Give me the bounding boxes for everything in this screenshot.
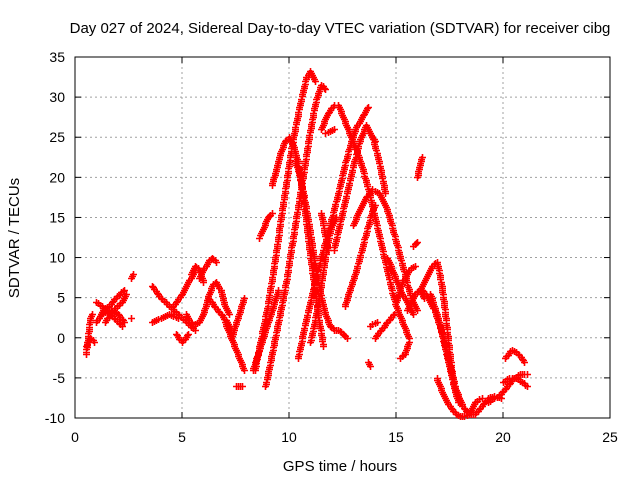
- data-segment: [128, 315, 135, 322]
- data-segment: [173, 331, 192, 346]
- data-segment: [200, 279, 233, 318]
- data-marks: [318, 210, 332, 254]
- data-marks: [369, 134, 379, 145]
- plot-frame: [74, 56, 611, 419]
- data-segment: [256, 210, 276, 242]
- axis-ticks: 0 5 10 15 20 25 -10 -5 0 5 10 15 20 25 30 35: [45, 49, 618, 445]
- y-axis-label: SDTVAR / TECUs: [6, 178, 23, 298]
- data-marks: [128, 271, 137, 282]
- x-tick-label: 10: [281, 429, 297, 445]
- y-tick-label: 15: [49, 209, 65, 225]
- data-segment: [322, 126, 338, 137]
- data-marks: [365, 359, 374, 370]
- data-segment: [404, 287, 428, 314]
- x-tick-label: 5: [178, 429, 186, 445]
- data-marks: [170, 267, 199, 310]
- data-marks: [83, 335, 98, 350]
- data-segment: [331, 122, 389, 254]
- data-marks: [183, 311, 207, 330]
- data-segment: [318, 210, 332, 254]
- data-marks: [252, 68, 319, 374]
- data-marks: [196, 255, 220, 282]
- data-marks: [393, 263, 419, 306]
- data-segment: [98, 307, 128, 326]
- x-tick-label: 20: [495, 429, 511, 445]
- chart-title: Day 027 of 2024, Sidereal Day-to-day VTE…: [70, 20, 611, 37]
- data-marks: [228, 295, 248, 342]
- data-segment: [318, 102, 338, 133]
- data-segment: [372, 311, 398, 342]
- data-marks: [367, 319, 381, 330]
- data-segment: [414, 154, 426, 181]
- y-tick-label: 25: [49, 129, 65, 145]
- data-segment: [170, 267, 199, 310]
- data-marks: [322, 126, 338, 137]
- data-marks: [427, 291, 505, 418]
- data-segment: [500, 375, 531, 390]
- data-marks: [173, 331, 192, 346]
- data-segment: [502, 347, 528, 366]
- data-marks: [331, 122, 389, 254]
- y-tick-label: 30: [49, 89, 65, 105]
- data-segment: [128, 271, 137, 282]
- y-tick-label: 20: [49, 169, 65, 185]
- y-tick-label: 0: [57, 330, 65, 346]
- data-marks: [404, 287, 428, 314]
- data-marks: [83, 311, 96, 358]
- data-marks: [397, 339, 413, 362]
- x-axis-label: GPS time / hours: [283, 458, 397, 475]
- data-segment: [434, 375, 486, 420]
- data-marks: [200, 279, 233, 318]
- y-tick-label: 10: [49, 250, 65, 266]
- data-marks: [502, 347, 528, 366]
- data-segment: [183, 311, 207, 330]
- x-tick-label: 25: [602, 429, 618, 445]
- data-segment: [393, 263, 419, 306]
- data-segment: [410, 239, 421, 250]
- data-marks: [410, 239, 421, 250]
- data-segment: [83, 335, 98, 350]
- y-tick-label: 35: [49, 49, 65, 65]
- data-marks: [149, 283, 199, 334]
- data-segment: [427, 291, 505, 418]
- data-segment: [196, 255, 220, 282]
- data-marks: [233, 383, 246, 390]
- data-marks: [500, 375, 531, 390]
- y-tick-label: -10: [45, 410, 65, 426]
- data-segment: [83, 311, 96, 358]
- y-tick-label: -5: [53, 370, 66, 386]
- data-segment: [342, 202, 379, 310]
- data-segment: [397, 339, 413, 362]
- data-points: [83, 68, 531, 420]
- data-segment: [252, 68, 319, 374]
- data-segment: [228, 295, 248, 342]
- data-marks: [98, 307, 128, 326]
- data-marks: [128, 315, 135, 322]
- data-marks: [342, 202, 379, 310]
- data-segment: [367, 319, 381, 330]
- data-marks: [256, 210, 276, 242]
- data-marks: [318, 102, 338, 133]
- data-marks: [434, 375, 486, 420]
- data-segment: [365, 359, 374, 370]
- data-marks: [414, 154, 426, 181]
- data-segment: [149, 311, 182, 326]
- data-segment: [149, 283, 199, 334]
- data-marks: [372, 311, 398, 342]
- data-segment: [369, 134, 379, 145]
- data-marks: [149, 311, 182, 326]
- data-segment: [233, 383, 246, 390]
- x-tick-label: 0: [71, 429, 79, 445]
- x-tick-label: 15: [388, 429, 404, 445]
- y-tick-label: 5: [57, 290, 65, 306]
